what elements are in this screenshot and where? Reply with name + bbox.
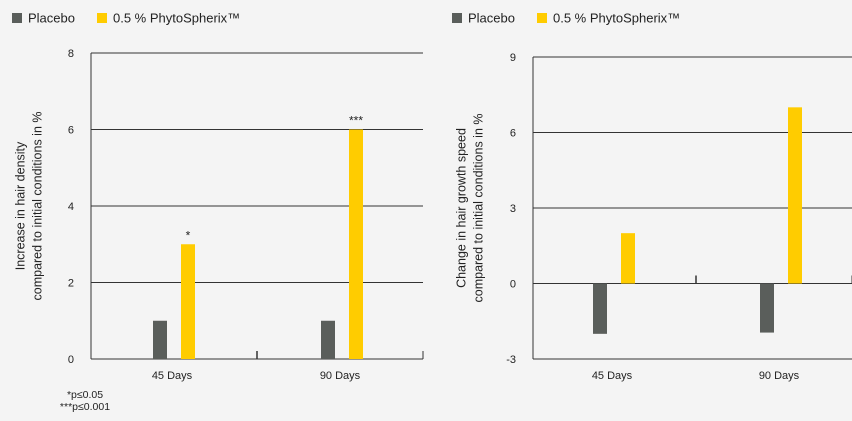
- y-tick-label: -3: [506, 354, 516, 366]
- y-tick-label: 9: [510, 52, 516, 64]
- legend-swatch-phytospherix: [97, 13, 107, 23]
- y-tick-label: 6: [68, 125, 74, 137]
- legend-label-placebo: Placebo: [28, 11, 75, 26]
- bar-placebo-0: [153, 320, 167, 359]
- bar-phytospherix-0: [621, 233, 635, 284]
- y-tick-label: 4: [68, 201, 74, 213]
- y-axis-label-line2: compared to initial conditions in %: [471, 114, 485, 303]
- footnote: ***p≤0.001: [60, 401, 110, 413]
- y-tick-label: 0: [68, 354, 74, 366]
- bar-placebo-1: [321, 320, 335, 359]
- legend-swatch-placebo: [452, 13, 462, 23]
- bar-phytospherix-1: [788, 107, 802, 284]
- x-category-label: 90 Days: [320, 370, 361, 382]
- y-tick-label: 0: [510, 279, 516, 291]
- bar-phytospherix-0: [181, 244, 195, 359]
- legend-swatch-phytospherix: [537, 13, 547, 23]
- legend-label-placebo: Placebo: [468, 11, 515, 26]
- y-axis-label-line1: Increase in hair density: [13, 141, 27, 270]
- y-tick-label: 8: [68, 48, 74, 60]
- significance-marker: *: [186, 228, 191, 242]
- bar-placebo-0: [593, 283, 607, 334]
- legend-swatch-placebo: [12, 13, 22, 23]
- x-category-label: 45 Days: [592, 370, 633, 382]
- y-axis-label-line1: Change in hair growth speed: [454, 128, 468, 288]
- y-tick-label: 2: [68, 278, 74, 290]
- y-axis-label-line2: compared to initial conditions in %: [30, 112, 44, 301]
- y-tick-label: 3: [510, 203, 516, 215]
- bar-phytospherix-1: [349, 129, 363, 359]
- legend-label-phytospherix: 0.5 % PhytoSpherix™: [113, 11, 240, 26]
- legend-label-phytospherix: 0.5 % PhytoSpherix™: [553, 11, 680, 26]
- footnote: *p≤0.05: [67, 389, 103, 401]
- bar-placebo-1: [760, 283, 774, 333]
- x-category-label: 45 Days: [152, 370, 193, 382]
- significance-marker: ***: [349, 114, 363, 128]
- x-category-label: 90 Days: [759, 370, 800, 382]
- y-tick-label: 6: [510, 128, 516, 140]
